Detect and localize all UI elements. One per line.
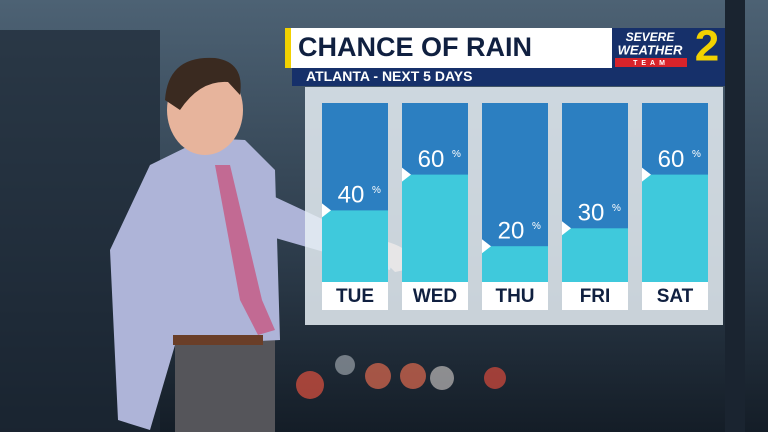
title-bar xyxy=(285,28,615,68)
chart-title: CHANCE OF RAIN xyxy=(298,32,532,62)
pole xyxy=(725,0,745,432)
day-box xyxy=(402,282,468,310)
x-tick-label: THU xyxy=(495,286,534,307)
bar xyxy=(402,174,468,282)
pointer xyxy=(402,167,411,182)
logo-line3: TEAM xyxy=(633,60,669,67)
day-box xyxy=(642,282,708,310)
pointer xyxy=(562,221,571,236)
value-unit: % xyxy=(452,149,461,160)
value-unit: % xyxy=(532,221,541,232)
logo-number: 2 xyxy=(695,22,719,71)
day-box xyxy=(562,282,628,310)
traffic-lights xyxy=(296,355,506,399)
pointer xyxy=(482,239,491,254)
presenter xyxy=(110,57,415,432)
value-label: 60 xyxy=(658,146,685,173)
pointer xyxy=(322,203,331,218)
bar xyxy=(642,174,708,282)
logo-line1: SEVERE xyxy=(626,30,676,44)
x-tick-label: WED xyxy=(413,286,457,307)
day-box xyxy=(482,282,548,310)
value-unit: % xyxy=(372,185,381,196)
x-tick-label: SAT xyxy=(657,286,694,307)
columns: 40 % TUE 60 % WED 20 % THU 30 % FRI 60 % SAT xyxy=(322,103,708,310)
x-tick-label: TUE xyxy=(336,286,374,307)
bar xyxy=(322,210,388,282)
pointer xyxy=(642,167,651,182)
title-accent xyxy=(285,28,291,68)
value-label: 40 xyxy=(338,182,365,209)
value-unit: % xyxy=(612,203,621,214)
logo-line2: WEATHER xyxy=(618,42,683,57)
subtitle-bar xyxy=(292,68,725,86)
chart-subtitle: ATLANTA - NEXT 5 DAYS xyxy=(306,68,472,84)
bar xyxy=(562,228,628,282)
bar xyxy=(482,246,548,282)
logo-band xyxy=(615,58,687,67)
value-label: 60 xyxy=(418,146,445,173)
value-label: 30 xyxy=(578,200,605,227)
day-box xyxy=(322,282,388,310)
value-label: 20 xyxy=(498,218,525,245)
value-unit: % xyxy=(692,149,701,160)
x-tick-label: FRI xyxy=(580,286,611,307)
